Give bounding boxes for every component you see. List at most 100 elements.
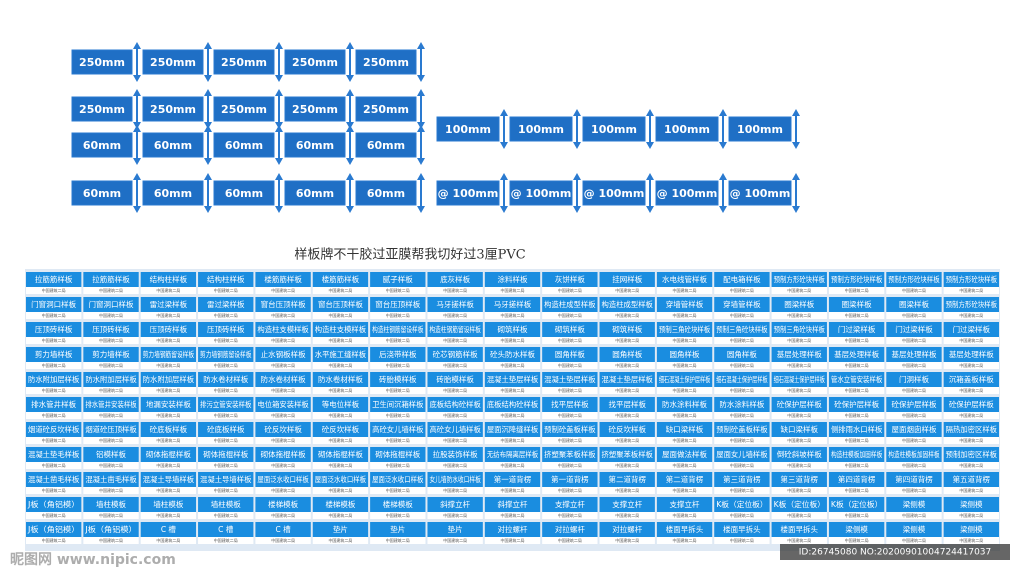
label-strip xyxy=(828,312,885,319)
label-text: 无纺布隔离层样板 xyxy=(487,449,539,459)
label-subtext: 中国建筑二局 xyxy=(99,412,123,418)
label-cell xyxy=(140,447,197,462)
label-text: 预制方形砼块样板 xyxy=(831,274,883,284)
label-subtext: 中国建筑二局 xyxy=(845,487,869,493)
label-strip xyxy=(140,312,197,319)
size-label: 60mm xyxy=(225,139,263,152)
label-text: 构造柱成型样板 xyxy=(544,299,596,309)
label-strip xyxy=(599,412,655,419)
label-text: 砼保护层样板 xyxy=(949,399,994,409)
label-cell xyxy=(198,497,254,512)
label-cell xyxy=(140,422,197,437)
label-subtext: 中国建筑二局 xyxy=(902,337,926,343)
label-text: 底灰样板 xyxy=(440,274,470,284)
label-text: 穿墙管样板 xyxy=(666,299,704,309)
label-cell xyxy=(714,522,770,537)
label-subtext: 中国建筑二局 xyxy=(443,312,467,318)
label-subtext: 中国建筑二局 xyxy=(558,312,582,318)
label-text: 砌筑样板 xyxy=(555,324,585,334)
label-cell xyxy=(943,397,999,412)
label-text: 屋面泛水收口样板 xyxy=(315,474,367,484)
label-cell xyxy=(484,497,541,512)
label-strip xyxy=(828,287,885,294)
label-cell xyxy=(771,472,827,487)
label-subtext: 中国建筑二局 xyxy=(156,312,180,318)
label-subtext: 中国建筑二局 xyxy=(99,437,123,443)
label-text: 细石混凝土保护层样板 xyxy=(774,374,826,384)
size-label: @ 100mm xyxy=(438,187,499,200)
label-text: 砼保护层样板 xyxy=(891,399,936,409)
label-cell xyxy=(255,472,311,487)
label-text: 高砼女儿墙样板 xyxy=(429,424,481,434)
size-block xyxy=(355,132,417,158)
label-subtext: 中国建筑二局 xyxy=(959,462,983,468)
label-strip xyxy=(943,362,999,369)
label-subtext: 中国建筑二局 xyxy=(902,287,926,293)
label-subtext: 中国建筑二局 xyxy=(214,537,238,543)
label-strip xyxy=(886,512,942,519)
label-strip xyxy=(828,537,885,544)
label-strip xyxy=(255,387,311,394)
label-text: 垫片 xyxy=(448,524,463,534)
label-text: 剪力墙钢筋留设样板 xyxy=(200,349,252,359)
label-subtext: 中国建筑二局 xyxy=(99,387,123,393)
label-subtext: 中国建筑二局 xyxy=(156,437,180,443)
label-strip xyxy=(828,437,885,444)
label-strip xyxy=(83,362,139,369)
label-text: 第一道背楞 xyxy=(551,474,589,484)
label-subtext: 中国建筑二局 xyxy=(902,362,926,368)
size-block xyxy=(142,96,204,122)
label-text: 卫生间沉箱样板 xyxy=(372,399,424,409)
label-cell xyxy=(771,522,827,537)
label-subtext: 中国建筑二局 xyxy=(787,337,811,343)
label-text: 砖胎模样板 xyxy=(436,374,474,384)
label-cell xyxy=(943,522,999,537)
label-cell xyxy=(771,322,827,337)
label-cell xyxy=(599,522,655,537)
label-cell xyxy=(140,322,197,337)
label-subtext: 中国建筑二局 xyxy=(99,287,123,293)
label-subtext: 中国建筑二局 xyxy=(501,512,525,518)
label-strip xyxy=(312,312,369,319)
label-subtext: 中国建筑二局 xyxy=(443,387,467,393)
label-strip xyxy=(886,287,942,294)
label-subtext: 中国建筑二局 xyxy=(615,437,639,443)
label-strip xyxy=(370,512,426,519)
label-text: 圆角样板 xyxy=(727,349,757,359)
label-subtext: 中国建筑二局 xyxy=(99,362,123,368)
label-cell xyxy=(312,297,369,312)
label-cell xyxy=(26,497,82,512)
size-label: 60mm xyxy=(367,187,405,200)
label-text: 等电位样板 xyxy=(322,399,360,409)
label-strip xyxy=(255,362,311,369)
label-strip xyxy=(771,312,827,319)
label-text: 预制方形砼块样板 xyxy=(888,274,940,284)
label-subtext: 中国建筑二局 xyxy=(959,437,983,443)
label-strip xyxy=(771,462,827,469)
label-text: 屋面做法样板 xyxy=(662,449,707,459)
label-cell xyxy=(255,397,311,412)
label-cell xyxy=(83,447,139,462)
label-cell xyxy=(771,372,827,387)
label-subtext: 中国建筑二局 xyxy=(443,287,467,293)
label-cell xyxy=(828,522,885,537)
label-subtext: 中国建筑二局 xyxy=(271,362,295,368)
label-subtext: 中国建筑二局 xyxy=(845,312,869,318)
label-cell xyxy=(312,472,369,487)
label-text: 第五道背楞 xyxy=(953,474,991,484)
label-cell xyxy=(83,472,139,487)
label-text: 止水钢板样板 xyxy=(261,349,306,359)
label-text: 剪力墙样板 xyxy=(35,349,73,359)
label-text: 预制砼盖板样板 xyxy=(544,424,596,434)
label-cell xyxy=(427,372,483,387)
label-subtext: 中国建筑二局 xyxy=(501,412,525,418)
label-strip xyxy=(255,337,311,344)
label-strip xyxy=(656,512,713,519)
label-strip xyxy=(255,537,311,544)
label-strip xyxy=(255,487,311,494)
label-cell xyxy=(943,497,999,512)
label-text: 拉筋筋样板 xyxy=(92,274,130,284)
label-text: 圈梁样板 xyxy=(842,299,872,309)
label-cell xyxy=(427,322,483,337)
label-strip xyxy=(312,537,369,544)
